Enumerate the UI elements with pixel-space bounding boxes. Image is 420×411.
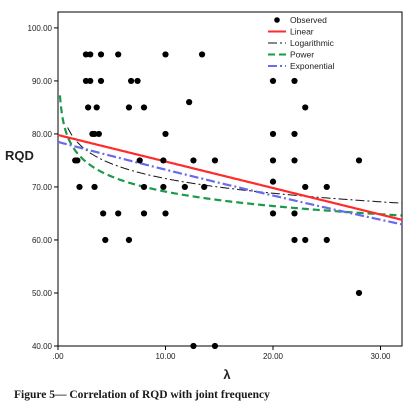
observed-point bbox=[125, 104, 133, 111]
y-axis-title: RQD bbox=[5, 148, 34, 163]
observed-point bbox=[162, 210, 169, 217]
observed-point bbox=[162, 51, 169, 58]
observed-point bbox=[291, 210, 298, 217]
observed-point bbox=[291, 236, 298, 244]
observed-point bbox=[162, 130, 169, 138]
observed-point bbox=[186, 99, 193, 106]
logarithmic-fit-line bbox=[67, 127, 402, 204]
observed-point bbox=[269, 157, 277, 164]
observed-point bbox=[125, 236, 133, 244]
observed-point bbox=[87, 77, 94, 85]
y-tick-label: 60.00 bbox=[32, 236, 53, 245]
x-tick-label: 10.00 bbox=[155, 352, 176, 361]
y-axis-ticks: 40.00 50.00 60.00 70.00 80.00 90.00 100.00 bbox=[28, 24, 58, 351]
observed-point bbox=[128, 77, 135, 85]
observed-point bbox=[211, 157, 219, 164]
observed-point bbox=[74, 157, 81, 164]
plot-area bbox=[57, 11, 403, 347]
observed-point bbox=[91, 130, 98, 138]
observed-point bbox=[355, 289, 363, 297]
observed-point bbox=[97, 51, 105, 58]
observed-point bbox=[201, 183, 208, 191]
fit-lines bbox=[57, 95, 403, 226]
observed-point bbox=[302, 104, 309, 111]
legend-label-observed: Observed bbox=[290, 15, 327, 25]
y-tick-label: 50.00 bbox=[32, 289, 53, 298]
observed-point bbox=[211, 342, 219, 350]
y-tick-label: 70.00 bbox=[32, 183, 53, 192]
observed-points bbox=[72, 51, 363, 350]
observed-point bbox=[291, 77, 298, 85]
y-tick-label: 40.00 bbox=[32, 342, 53, 351]
observed-point bbox=[115, 210, 122, 217]
legend-label-linear: Linear bbox=[290, 27, 314, 37]
observed-point bbox=[91, 183, 98, 191]
observed-point bbox=[100, 210, 107, 217]
observed-point bbox=[323, 236, 330, 244]
y-tick-label: 80.00 bbox=[32, 130, 53, 139]
observed-point bbox=[134, 77, 141, 85]
observed-point bbox=[140, 183, 148, 191]
observed-point bbox=[269, 77, 277, 85]
observed-point bbox=[140, 104, 148, 111]
observed-point bbox=[302, 236, 309, 244]
observed-point bbox=[102, 236, 109, 244]
observed-point bbox=[302, 183, 309, 191]
observed-point bbox=[82, 77, 90, 85]
observed-point bbox=[85, 104, 92, 111]
observed-point bbox=[93, 104, 100, 111]
observed-point bbox=[82, 51, 90, 58]
observed-point bbox=[269, 130, 277, 138]
observed-point bbox=[269, 210, 277, 217]
observed-point bbox=[97, 77, 105, 85]
observed-point bbox=[136, 157, 143, 164]
x-axis-ticks: .00 10.00 20.00 30.00 bbox=[52, 346, 391, 361]
x-axis-title: λ bbox=[223, 367, 231, 382]
observed-point bbox=[269, 178, 277, 185]
observed-point bbox=[140, 210, 148, 217]
x-tick-label: 30.00 bbox=[370, 352, 391, 361]
observed-point bbox=[115, 51, 122, 58]
y-tick-label: 90.00 bbox=[32, 77, 53, 86]
y-tick-label: 100.00 bbox=[28, 24, 53, 33]
observed-point bbox=[291, 157, 298, 164]
x-tick-label: 20.00 bbox=[263, 352, 284, 361]
observed-point bbox=[190, 157, 197, 164]
exponential-fit-line bbox=[57, 140, 403, 226]
observed-point bbox=[160, 157, 167, 164]
observed-point bbox=[76, 183, 83, 191]
legend-label-exponential: Exponential bbox=[290, 61, 335, 71]
observed-point bbox=[355, 157, 363, 164]
legend-label-power: Power bbox=[290, 50, 314, 60]
figure-caption: Figure 5— Correlation of RQD with joint … bbox=[14, 389, 270, 401]
linear-fit-line bbox=[57, 133, 403, 221]
observed-point bbox=[190, 342, 197, 350]
observed-point bbox=[198, 51, 206, 58]
observed-point bbox=[291, 130, 298, 138]
observed-point bbox=[323, 183, 330, 191]
correlation-chart: .00 10.00 20.00 30.00 40.00 50.00 60.00 70.00 8… bbox=[5, 11, 403, 382]
legend-marker-observed bbox=[274, 17, 280, 23]
observed-point bbox=[95, 130, 102, 138]
power-fit-line bbox=[58, 95, 402, 217]
x-tick-label: .00 bbox=[52, 352, 64, 361]
observed-point bbox=[181, 183, 188, 191]
legend-label-logarithmic: Logarithmic bbox=[290, 38, 335, 48]
observed-point bbox=[87, 51, 94, 58]
observed-point bbox=[160, 183, 167, 191]
